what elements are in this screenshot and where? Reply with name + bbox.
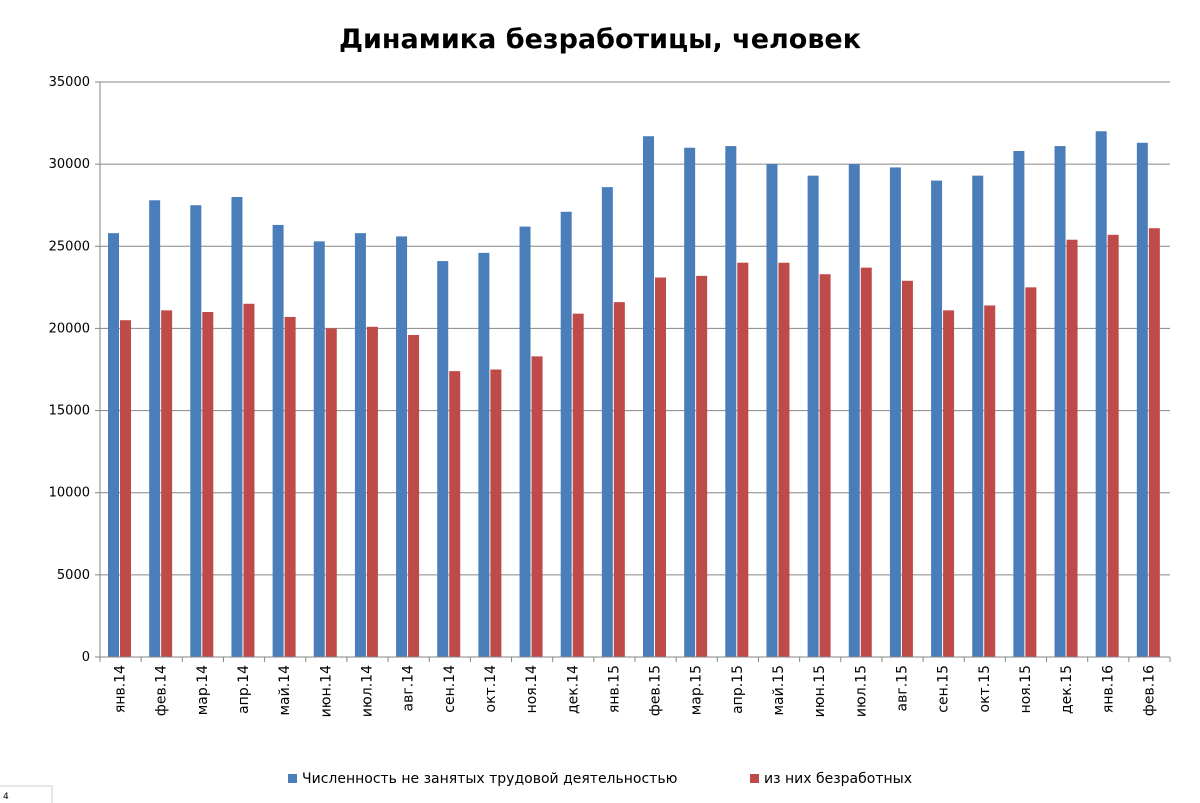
bar-series-1	[778, 262, 790, 657]
bar-series-0	[1095, 131, 1107, 658]
x-tick-label: янв.15	[606, 665, 622, 713]
bar-series-0	[1136, 142, 1148, 658]
bar-series-1	[531, 356, 543, 657]
x-tick-label: окт.14	[483, 665, 499, 713]
bar-series-0	[231, 197, 243, 657]
bar-series-0	[437, 261, 449, 657]
bar-series-0	[396, 236, 408, 657]
x-tick-label: фев.14	[154, 665, 170, 716]
x-tick-label: ноя.15	[1018, 665, 1034, 713]
bar-series-0	[684, 147, 696, 657]
x-tick-label: янв.16	[1100, 665, 1116, 713]
bar-series-0	[478, 252, 490, 657]
x-tick-label: авг.15	[895, 665, 911, 711]
bar-series-0	[108, 233, 119, 657]
bar-series-1	[819, 274, 831, 657]
bar-series-0	[1054, 146, 1066, 658]
x-tick-label: авг.14	[401, 665, 417, 712]
y-tick-label: 5000	[57, 568, 90, 583]
x-tick-label: июн.15	[812, 665, 828, 717]
x-tick-label: май.15	[771, 665, 787, 716]
x-tick-label: окт.15	[977, 665, 993, 712]
x-tick-label: июн.14	[318, 665, 334, 717]
y-tick-label: 0	[82, 650, 90, 665]
x-tick-label: янв.14	[113, 665, 129, 713]
bar-series-1	[1025, 287, 1037, 657]
x-tick-label: фев.15	[648, 665, 664, 716]
x-tick-label: сен.15	[936, 665, 952, 713]
bar-series-1	[202, 312, 214, 657]
bar-series-0	[313, 241, 325, 657]
bar-series-1	[655, 277, 666, 657]
bar-series-0	[972, 175, 984, 657]
bar-series-1	[943, 310, 955, 657]
bar-series-0	[354, 233, 366, 657]
x-tick-label: мар.15	[689, 665, 705, 715]
bar-series-1	[120, 320, 131, 657]
bar-series-0	[272, 224, 284, 657]
bar-series-1	[243, 303, 255, 657]
axis-layer: 0 5000 10000 15000 20000 25000 30000 35000 янв.1…	[49, 75, 1171, 717]
x-tick-label: июл.15	[853, 665, 869, 717]
bar-series-0	[560, 211, 572, 658]
bar-series-1	[696, 275, 708, 657]
chart-title: Динамика безработицы, человек	[339, 24, 861, 55]
legend-swatch-series-0	[288, 774, 297, 783]
bar-series-1	[1148, 228, 1160, 657]
x-tick-label: апр.14	[236, 665, 252, 714]
grid-layer	[100, 81, 1170, 576]
bar-series-0	[643, 136, 654, 657]
x-tick-label: дек.14	[565, 665, 581, 714]
corner-mark-group: 4	[0, 785, 53, 803]
y-tick-label: 20000	[49, 321, 90, 336]
legend-label-series-1: из них безработных	[764, 771, 912, 787]
x-tick-label: сен.14	[442, 665, 458, 713]
bar-series-0	[889, 167, 901, 657]
bar-series-0	[725, 146, 737, 658]
bar-series-0	[807, 175, 819, 657]
y-tick-label: 25000	[49, 239, 90, 254]
bar-series-0	[1013, 151, 1025, 657]
bar-series-1	[490, 369, 502, 657]
bar-series-0	[931, 180, 943, 658]
y-tick-label: 30000	[49, 157, 90, 172]
y-tick-label: 10000	[49, 486, 90, 501]
x-tick-label: ноя.14	[524, 665, 540, 713]
bar-series-1	[449, 371, 461, 657]
bar-series-1	[572, 313, 584, 657]
bar-series-1	[1066, 239, 1078, 657]
bar-series-0	[519, 226, 531, 658]
bar-series-1	[984, 305, 996, 657]
x-tick-label: дек.15	[1059, 665, 1075, 714]
x-tick-label: фев.16	[1141, 665, 1157, 716]
bar-series-1	[860, 267, 872, 657]
bar-series-0	[848, 164, 860, 657]
bar-series-1	[1107, 234, 1119, 658]
x-tick-label: май.14	[277, 665, 293, 716]
corner-mark: 4	[3, 792, 9, 802]
y-tick-label: 15000	[49, 404, 90, 419]
bar-series-0	[766, 164, 778, 657]
y-tick-label: 35000	[49, 75, 90, 90]
bar-series-0	[149, 200, 161, 658]
bar-series-1	[161, 310, 173, 657]
legend-label-series-0: Численность не занятых трудовой деятельн…	[302, 771, 678, 787]
bar-series-0	[190, 205, 202, 657]
bar-series-1	[325, 328, 337, 657]
x-tick-label: мар.14	[195, 665, 211, 715]
bar-series-1	[737, 262, 749, 657]
bar-series-1	[613, 302, 625, 657]
x-tick-label: июл.14	[360, 665, 376, 717]
bar-series-1	[901, 280, 913, 657]
bars-layer	[108, 131, 1160, 658]
bar-series-1	[284, 316, 296, 657]
bar-series-1	[408, 335, 420, 657]
x-tick-label: апр.15	[730, 665, 746, 714]
legend: Численность не занятых трудовой деятельн…	[288, 771, 912, 787]
legend-swatch-series-1	[750, 774, 759, 783]
bar-series-0	[601, 187, 613, 657]
bar-series-1	[366, 326, 378, 657]
